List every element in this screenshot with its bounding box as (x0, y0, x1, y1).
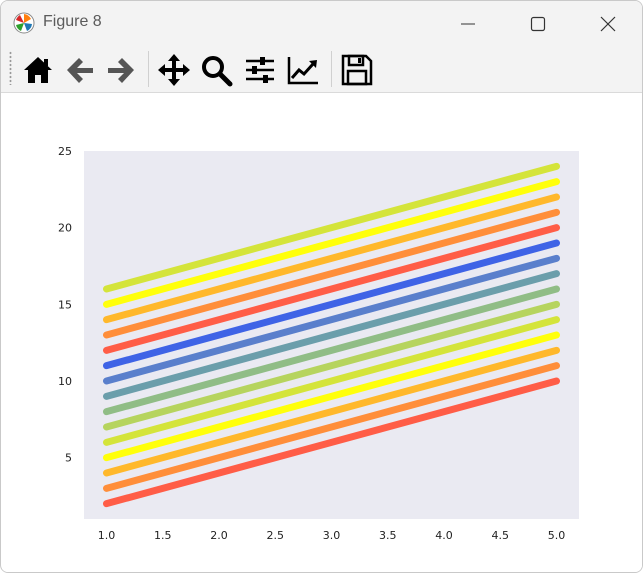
series-line-11 (103, 224, 560, 354)
close-icon (600, 16, 616, 32)
edit-axes-button[interactable] (286, 53, 320, 87)
pan-button[interactable] (157, 53, 191, 87)
home-icon (24, 57, 52, 83)
forward-button[interactable] (104, 53, 138, 87)
series-line-15 (103, 162, 560, 293)
matplotlib-logo-icon (13, 12, 35, 34)
series-line-2 (103, 362, 560, 492)
toolbar-grip[interactable] (9, 51, 12, 85)
x-tick-label: 3.0 (323, 529, 341, 542)
series-line-9 (103, 254, 560, 385)
line-chart[interactable]: 1.0 1.5 2.0 2.5 3.0 3.5 4.0 4.5 5.0 5 10 15 20 25 (2, 93, 642, 572)
x-tick-label: 1.5 (154, 529, 172, 542)
zoom-magnifier-icon (202, 56, 233, 87)
figure-canvas[interactable]: 1.0 1.5 2.0 2.5 3.0 3.5 4.0 4.5 5.0 5 10 15 20 25 (2, 93, 642, 572)
home-button[interactable] (21, 53, 55, 87)
minimize-icon (461, 23, 475, 25)
y-tick-label: 10 (58, 375, 72, 388)
series-layer (103, 162, 560, 508)
maximize-button[interactable] (515, 9, 561, 39)
x-tick-label: 5.0 (548, 529, 566, 542)
y-tick-label: 5 (65, 452, 72, 465)
back-arrow-icon (67, 58, 93, 83)
configure-subplots-button[interactable] (243, 53, 277, 87)
x-tick-label: 1.0 (98, 529, 116, 542)
forward-arrow-icon (108, 58, 134, 83)
window-title: Figure 8 (43, 13, 102, 30)
series-line-1 (103, 377, 560, 508)
x-tick-label: 4.5 (492, 529, 510, 542)
series-line-12 (103, 208, 560, 339)
series-line-7 (103, 285, 560, 416)
series-line-14 (103, 178, 560, 308)
y-tick-label: 20 (58, 222, 72, 235)
series-line-6 (103, 300, 560, 431)
configure-subplots-icon (246, 57, 274, 83)
x-tick-label: 4.0 (435, 529, 453, 542)
save-button[interactable] (340, 53, 374, 87)
toolbar-separator (331, 51, 332, 87)
x-tick-label: 2.0 (210, 529, 228, 542)
y-tick-labels: 5 10 15 20 25 (58, 145, 72, 465)
navigation-toolbar (1, 45, 642, 93)
back-button[interactable] (63, 53, 97, 87)
y-tick-label: 25 (58, 145, 72, 158)
series-line-4 (103, 331, 560, 462)
title-bar[interactable]: Figure 8 (1, 1, 642, 45)
x-tick-label: 3.5 (379, 529, 397, 542)
x-tick-label: 2.5 (267, 529, 285, 542)
x-tick-labels: 1.0 1.5 2.0 2.5 3.0 3.5 4.0 4.5 5.0 (98, 529, 566, 542)
series-line-5 (103, 316, 560, 446)
pan-move-icon (158, 54, 190, 86)
edit-axes-icon (287, 57, 318, 85)
series-line-3 (103, 346, 560, 477)
save-disk-icon (341, 54, 373, 86)
y-tick-label: 15 (58, 298, 72, 311)
minimize-button[interactable] (445, 9, 491, 39)
series-line-13 (103, 193, 560, 324)
series-line-8 (103, 270, 560, 400)
close-button[interactable] (585, 9, 631, 39)
series-line-10 (103, 239, 560, 370)
maximize-icon (530, 16, 546, 32)
zoom-button[interactable] (199, 53, 233, 87)
toolbar-separator (148, 51, 149, 87)
